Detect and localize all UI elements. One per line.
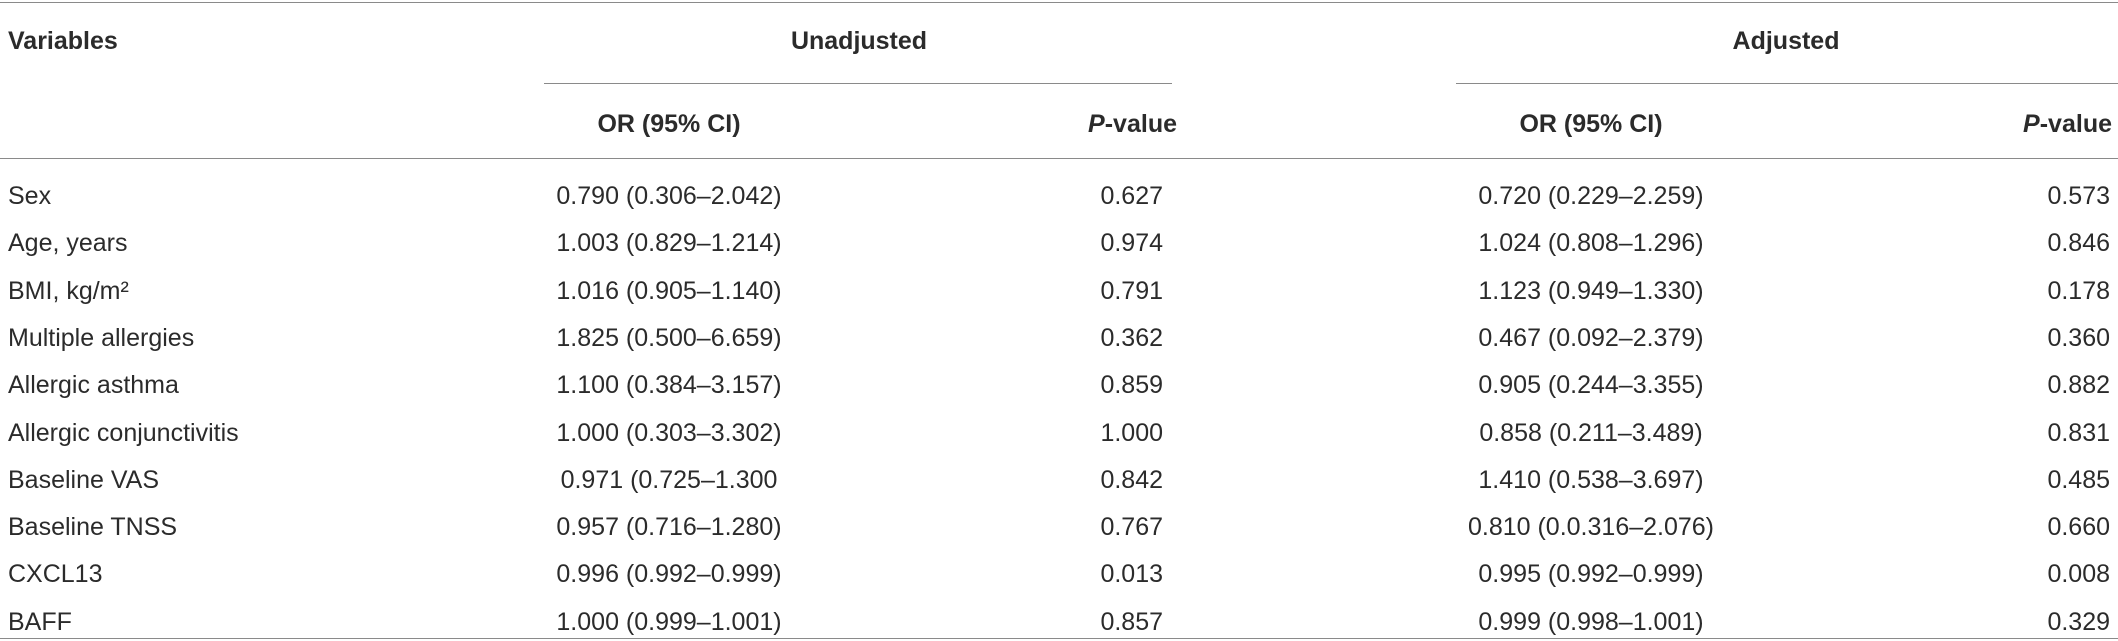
cell: 0.842: [1100, 465, 1163, 494]
header-rule: [0, 158, 2118, 159]
cell: 1.016 (0.905–1.140): [556, 276, 782, 305]
group-header: Unadjusted: [790, 27, 928, 55]
cell: 0.360: [2047, 323, 2110, 352]
cell: 0.831: [2047, 418, 2110, 447]
cell: 0.467 (0.092–2.379): [1478, 323, 1704, 352]
header-cell: OR (95% CI): [1519, 110, 1663, 138]
row-label: Baseline TNSS: [8, 513, 178, 542]
header-cell: Variables: [8, 27, 118, 55]
cell: 1.410 (0.538–3.697): [1478, 465, 1704, 494]
p-italic: P: [1088, 110, 1105, 138]
header-cell: P-value: [2023, 109, 2112, 139]
cell: 0.846: [2047, 229, 2110, 258]
cell: 0.859: [1100, 371, 1163, 400]
cell: 0.720 (0.229–2.259): [1478, 182, 1704, 210]
cell: 1.000: [1100, 418, 1163, 447]
cell: 0.999 (0.998–1.001): [1478, 607, 1704, 636]
row-label: Allergic asthma: [8, 371, 179, 400]
row-label: Baseline VAS: [8, 465, 160, 494]
cell: 0.957 (0.716–1.280): [556, 513, 782, 542]
cell: 0.996 (0.992–0.999): [556, 560, 782, 589]
p-text: -value: [2039, 110, 2112, 138]
row-label: Age, years: [8, 229, 128, 258]
cell: 0.974: [1100, 229, 1163, 258]
cell: 0.485: [2047, 465, 2110, 494]
cell: 0.810 (0.0.316–2.076): [1467, 513, 1715, 542]
cell: 0.905 (0.244–3.355): [1478, 371, 1704, 400]
cell: 1.825 (0.500–6.659): [556, 323, 782, 352]
header-cell: P-value: [1088, 109, 1177, 139]
cell: 0.178: [2047, 276, 2110, 305]
row-label: CXCL13: [8, 560, 103, 589]
row-label: BMI, kg/m²: [8, 276, 129, 305]
cell: 0.790 (0.306–2.042): [556, 182, 782, 210]
cell: 1.100 (0.384–3.157): [556, 371, 782, 400]
cell: 0.971 (0.725–1.300: [560, 465, 778, 494]
cell: 0.573: [2047, 182, 2110, 210]
row-label: Allergic conjunctivitis: [8, 418, 239, 447]
cell: 0.767: [1100, 513, 1163, 542]
group-rule: [1456, 83, 2118, 84]
cell: 0.329: [2047, 607, 2110, 636]
group-rule: [544, 83, 1172, 84]
top-rule: [0, 2, 2118, 3]
row-label: Sex: [8, 182, 52, 210]
cell: 1.000 (0.303–3.302): [556, 418, 782, 447]
cell: 0.660: [2047, 513, 2110, 542]
cell: 0.858 (0.211–3.489): [1479, 418, 1703, 447]
cell: 0.995 (0.992–0.999): [1478, 560, 1704, 589]
row-label: BAFF: [8, 607, 72, 636]
group-header: Adjusted: [1732, 27, 1840, 55]
p-italic: P: [2023, 110, 2040, 138]
cell: 0.791: [1100, 276, 1163, 305]
bottom-rule: [0, 638, 2118, 639]
cell: 1.024 (0.808–1.296): [1478, 229, 1704, 258]
cell: 1.000 (0.999–1.001): [556, 607, 782, 636]
cell: 0.882: [2047, 371, 2110, 400]
cell: 0.013: [1100, 560, 1163, 589]
cell: 0.362: [1100, 323, 1163, 352]
cell: 0.857: [1100, 607, 1163, 636]
p-text: -value: [1104, 110, 1177, 138]
cell: 0.627: [1100, 182, 1163, 210]
header-cell: OR (95% CI): [597, 110, 741, 138]
row-label: Multiple allergies: [8, 323, 195, 352]
cell: 1.123 (0.949–1.330): [1478, 276, 1704, 305]
cell: 1.003 (0.829–1.214): [556, 229, 782, 258]
cell: 0.008: [2047, 560, 2110, 589]
